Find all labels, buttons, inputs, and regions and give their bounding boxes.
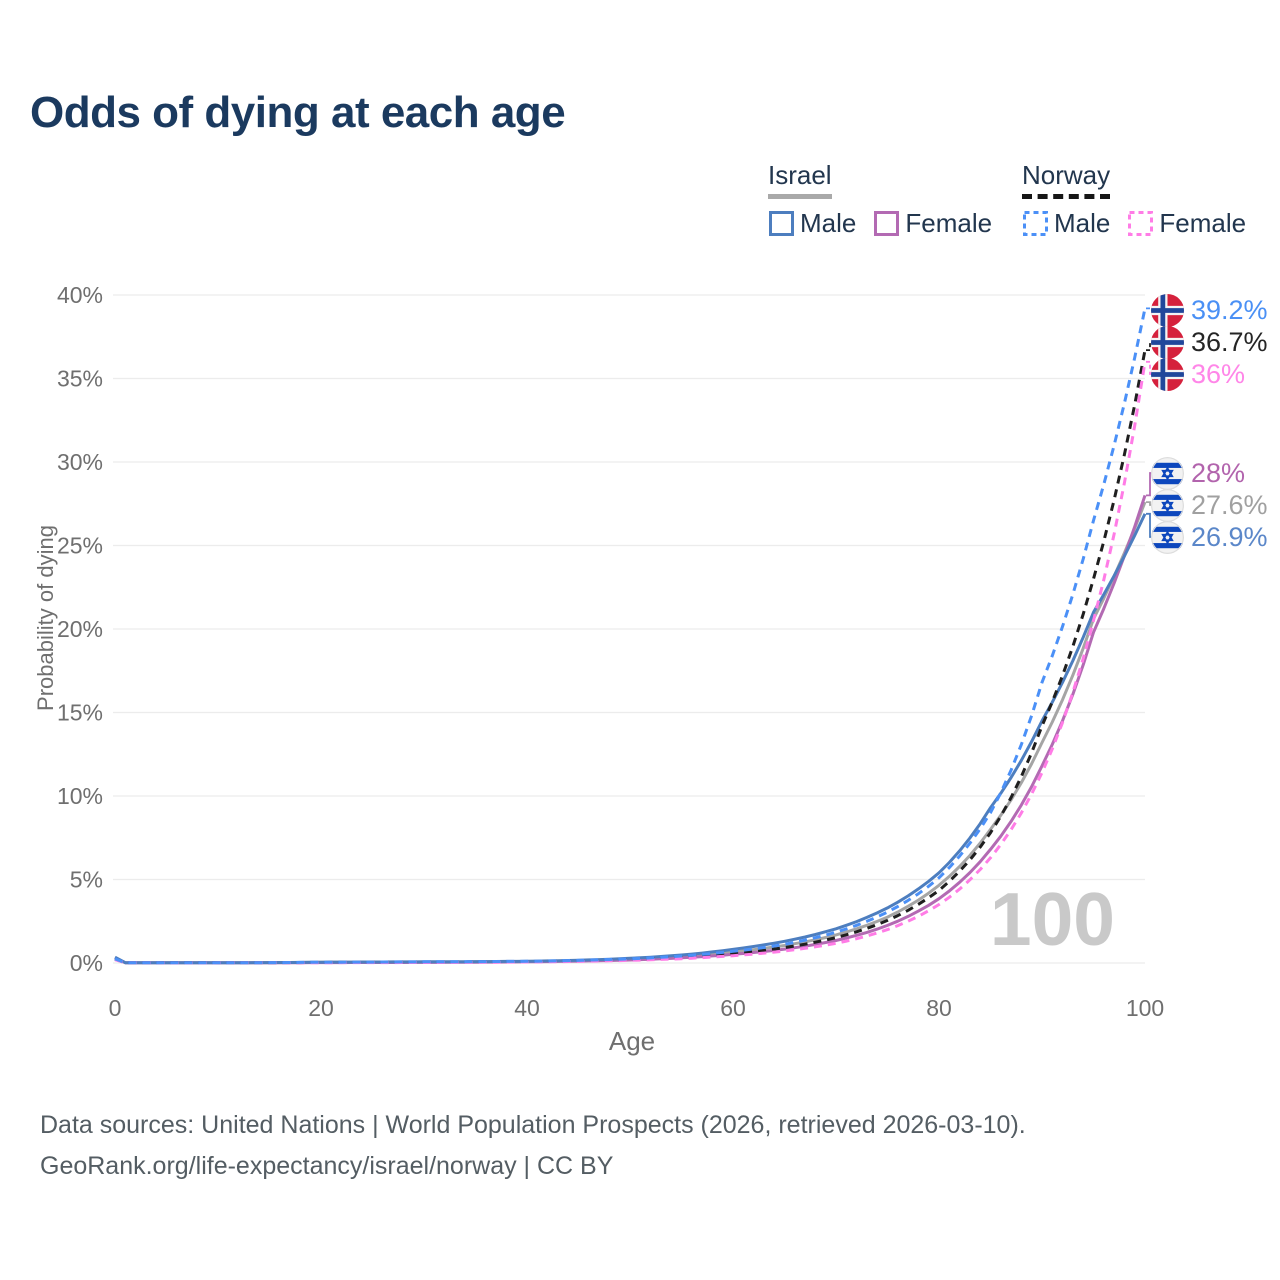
footer-data-sources: Data sources: United Nations | World Pop… <box>40 1111 1026 1139</box>
end-label-norway-male: 39.2% <box>1151 293 1268 327</box>
norway-male-swatch-icon <box>1023 211 1048 236</box>
y-tick-label: 15% <box>57 700 103 726</box>
legend-group-norway: Norway Male Female <box>1022 160 1263 239</box>
legend-item-israel-male[interactable]: Male <box>768 208 856 239</box>
legend-label-norway-female: Female <box>1159 208 1247 238</box>
legend-item-norway-male[interactable]: Male <box>1022 208 1110 239</box>
x-tick-label: 0 <box>109 995 122 1021</box>
legend-label-israel-female: Female <box>905 208 993 238</box>
series-line-norway-female <box>114 361 1147 965</box>
y-tick-label: 10% <box>57 783 103 809</box>
legend-group-israel: Israel Male Female <box>768 160 1009 239</box>
norway-flag-icon <box>1151 357 1184 391</box>
y-tick-label: 40% <box>57 282 103 308</box>
y-tick-label: 5% <box>70 867 103 893</box>
end-label-norway-total-both-sexes-: 36.7% <box>1151 325 1268 359</box>
x-tick-label: 40 <box>514 995 540 1021</box>
age-watermark: 100 <box>989 877 1115 961</box>
x-tick-label: 100 <box>1126 995 1164 1021</box>
page-title: Odds of dying at each age <box>30 88 566 137</box>
end-label-value: 39.2% <box>1191 294 1268 325</box>
footer: Data sources: United Nations | World Pop… <box>40 1105 1026 1187</box>
x-tick-label: 60 <box>720 995 746 1021</box>
series-line-norway-male <box>114 308 1147 965</box>
legend-country-israel: Israel <box>768 160 832 199</box>
end-label-value: 27.6% <box>1191 489 1268 520</box>
legend-item-israel-female[interactable]: Female <box>873 208 992 239</box>
end-label-norway-female: 36% <box>1151 357 1245 391</box>
y-tick-label: 0% <box>70 950 103 976</box>
israel-flag-icon <box>1151 488 1184 522</box>
legend-row-norway: Male Female <box>1022 208 1263 239</box>
end-label-value: 28% <box>1191 457 1246 488</box>
y-tick-label: 20% <box>57 616 103 642</box>
israel-male-swatch-icon <box>769 211 794 236</box>
israel-female-swatch-icon <box>874 211 900 236</box>
y-tick-label: 30% <box>57 449 103 475</box>
legend-row-israel: Male Female <box>768 208 1009 239</box>
x-axis-title: Age <box>608 1026 656 1056</box>
x-tick-label: 80 <box>926 995 952 1021</box>
series-line-norway-total-both-sexes- <box>114 349 1147 965</box>
x-tick-label: 20 <box>308 995 334 1021</box>
footer-url: GeoRank.org/life-expectancy/israel/norwa… <box>40 1152 614 1180</box>
end-label-israel-male: 26.9% <box>1151 520 1268 554</box>
norway-female-swatch-icon <box>1128 211 1154 236</box>
end-label-israel-female: 28% <box>1151 456 1245 490</box>
end-label-value: 26.9% <box>1191 521 1268 552</box>
end-label-leader <box>1146 360 1155 375</box>
legend-label-norway-male: Male <box>1054 208 1111 238</box>
israel-flag-icon <box>1151 456 1184 490</box>
norway-flag-icon <box>1151 293 1184 327</box>
y-tick-label: 35% <box>57 366 103 392</box>
norway-flag-icon <box>1151 325 1184 359</box>
legend-label-israel-male: Male <box>800 208 857 238</box>
end-label-value: 36% <box>1191 358 1246 389</box>
end-label-value: 36.7% <box>1191 326 1268 357</box>
end-label-israel-total-both-sexes-: 27.6% <box>1151 488 1268 522</box>
y-tick-label: 25% <box>57 533 103 559</box>
legend-item-norway-female[interactable]: Female <box>1127 208 1246 239</box>
israel-flag-icon <box>1151 520 1184 554</box>
legend-country-norway: Norway <box>1022 160 1111 199</box>
